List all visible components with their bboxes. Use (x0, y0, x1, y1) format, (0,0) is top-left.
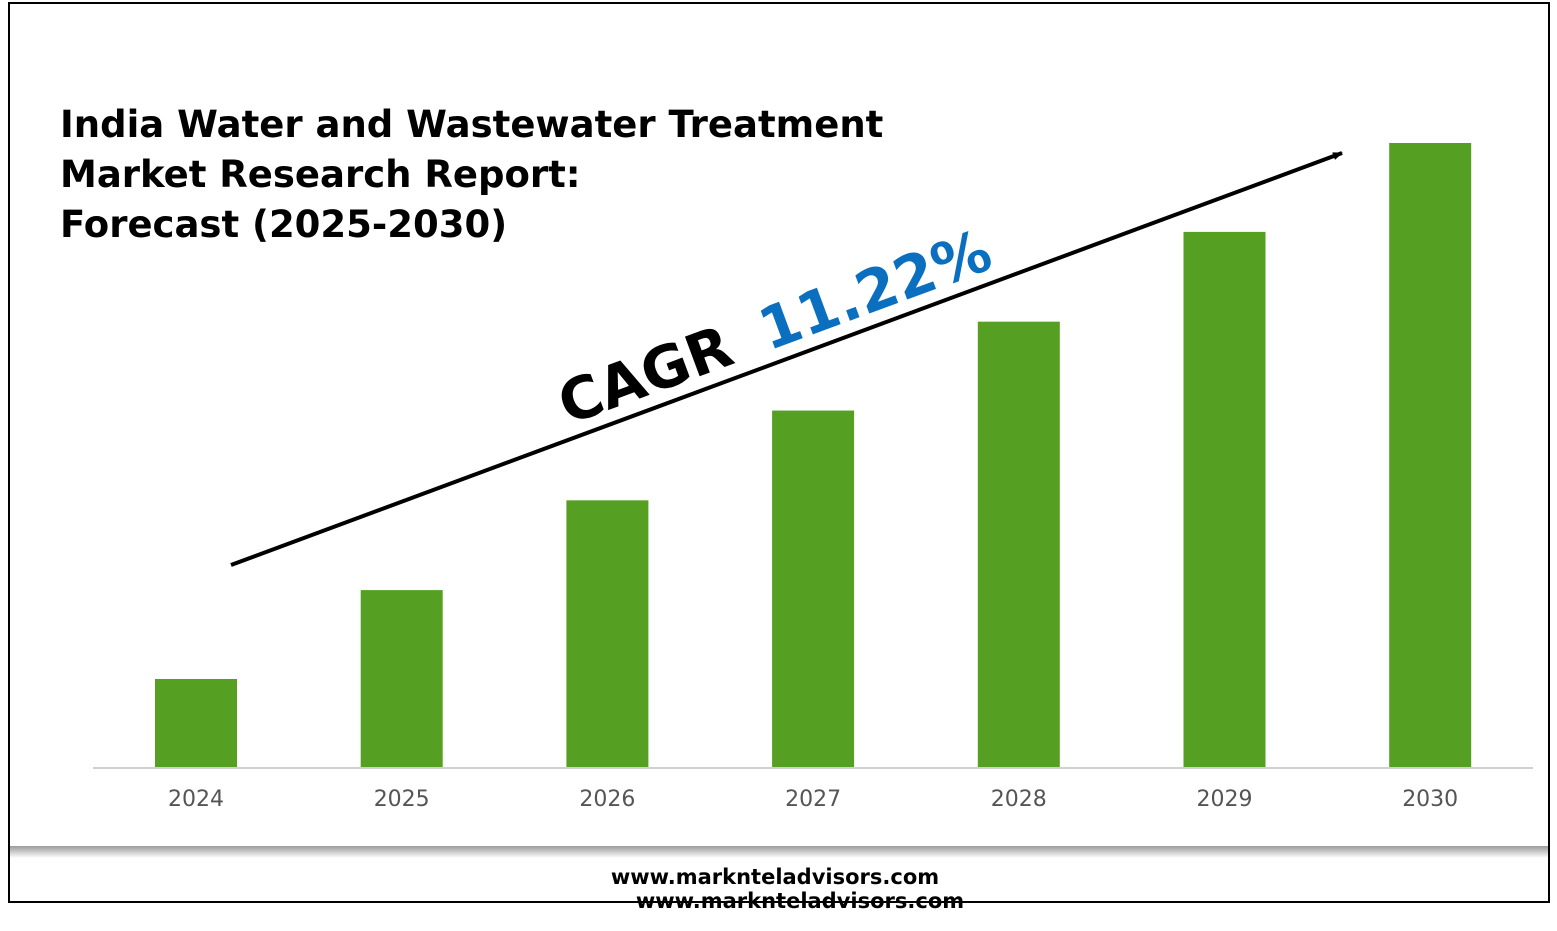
bar-2029 (1183, 231, 1266, 767)
x-tick-label-2026: 2026 (579, 787, 635, 812)
x-tick-label-2030: 2030 (1402, 787, 1458, 812)
x-tick-label-2029: 2029 (1197, 787, 1253, 812)
chart-title-line-3: Forecast (2025-2030) (60, 203, 507, 246)
cagr-value: 11.22% (750, 216, 1000, 364)
chart-title-line-2: Market Research Report: (60, 153, 581, 196)
footer-website-duplicate[interactable]: www.marknteladvisors.com (636, 889, 964, 913)
bars (155, 143, 1472, 767)
svg-text:CAGR 11.22%: CAGR 11.22% (549, 216, 1000, 438)
x-tick-label-2028: 2028 (991, 787, 1047, 812)
bar-2025 (360, 590, 443, 767)
x-tick-labels: 2024 2025 2026 2027 2028 2029 2030 (168, 787, 1458, 812)
x-tick-label-2027: 2027 (785, 787, 841, 812)
footer-divider (10, 846, 1548, 858)
bar-2028 (977, 321, 1060, 767)
x-tick-label-2025: 2025 (374, 787, 430, 812)
footer-website[interactable]: www.marknteladvisors.com (611, 865, 939, 889)
cagr-label: CAGR (549, 312, 741, 438)
trend-arrow (230, 151, 1343, 567)
bar-2026 (566, 500, 649, 767)
outer-frame (8, 2, 1550, 903)
bar-2027 (772, 410, 855, 767)
x-tick-label-2024: 2024 (168, 787, 224, 812)
cagr-annotation: CAGR 11.22% (549, 216, 1000, 438)
chart-title-line-1: India Water and Wastewater Treatment (60, 103, 883, 146)
bar-2024 (155, 678, 237, 767)
bar-2030 (1389, 143, 1472, 767)
